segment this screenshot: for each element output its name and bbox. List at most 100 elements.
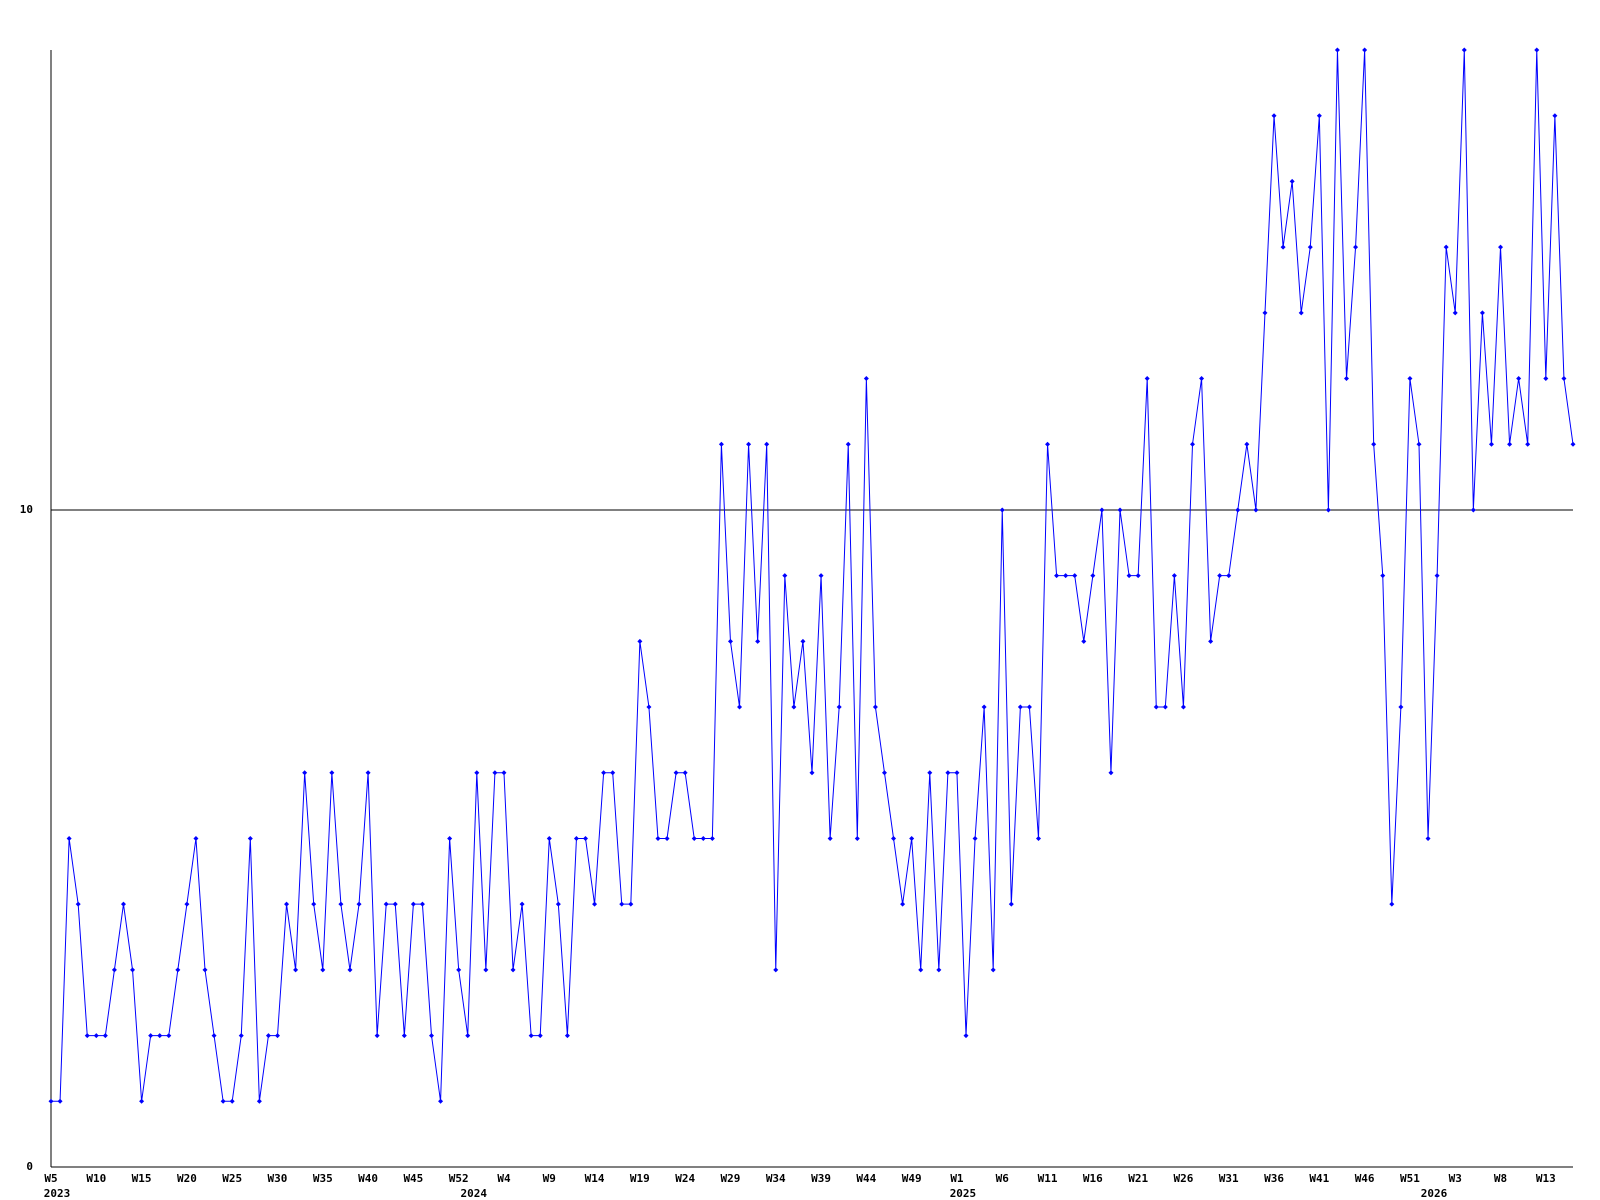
data-point <box>1389 901 1395 907</box>
data-point <box>311 901 317 907</box>
data-point <box>483 967 489 973</box>
data-point <box>166 1033 172 1039</box>
data-point <box>202 967 208 973</box>
data-point <box>429 1033 434 1039</box>
data-point <box>555 901 561 907</box>
data-point <box>1371 441 1377 447</box>
data-point <box>102 1033 108 1039</box>
x-tick-label: W14 <box>585 1172 605 1185</box>
data-point <box>999 507 1005 513</box>
data-point <box>1543 376 1549 382</box>
data-point <box>1398 704 1404 710</box>
data-point <box>1126 573 1132 579</box>
data-point <box>628 901 634 907</box>
data-point <box>1190 441 1195 447</box>
data-point <box>809 770 815 776</box>
data-point <box>1353 244 1359 250</box>
data-point <box>782 573 788 579</box>
data-point <box>57 1098 63 1104</box>
data-point <box>329 770 335 776</box>
data-point <box>519 901 525 907</box>
data-point <box>1253 507 1259 513</box>
data-point <box>1298 310 1304 316</box>
data-point <box>1135 573 1141 579</box>
data-point <box>474 770 480 776</box>
data-point <box>302 770 308 776</box>
data-point <box>655 835 661 841</box>
x-tick-label: W26 <box>1174 1172 1194 1185</box>
data-point <box>1280 244 1286 250</box>
data-point <box>1461 47 1467 53</box>
data-point <box>1235 507 1241 513</box>
data-point <box>836 704 842 710</box>
data-point <box>401 1033 407 1039</box>
x-tick-label: W21 <box>1128 1172 1148 1185</box>
x-tick-label: W40 <box>358 1172 378 1185</box>
data-point <box>1199 376 1205 382</box>
data-point <box>709 835 715 841</box>
data-point <box>1117 507 1123 513</box>
year-label: 2026 <box>1421 1187 1448 1200</box>
data-point <box>1045 441 1051 447</box>
data-point <box>465 1033 471 1039</box>
data-point <box>410 901 416 907</box>
data-point <box>682 770 688 776</box>
data-point <box>646 704 652 710</box>
x-tick-label: W51 <box>1400 1172 1420 1185</box>
data-point <box>1407 376 1413 382</box>
data-point <box>1498 244 1504 250</box>
x-tick-label: W19 <box>630 1172 650 1185</box>
data-point <box>1008 901 1014 907</box>
data-point <box>900 901 906 907</box>
data-point <box>66 835 72 841</box>
data-point <box>746 441 752 447</box>
data-point <box>1325 507 1331 513</box>
x-tick-label: W20 <box>177 1172 197 1185</box>
x-tick-label: W31 <box>1219 1172 1239 1185</box>
x-tick-label: W16 <box>1083 1172 1103 1185</box>
data-point <box>673 770 679 776</box>
data-point <box>737 704 743 710</box>
y-tick-label: 0 <box>26 1160 33 1173</box>
data-point <box>220 1098 226 1104</box>
x-tick-label: W35 <box>313 1172 333 1185</box>
data-point <box>1362 47 1368 53</box>
data-point <box>863 376 869 382</box>
data-point <box>438 1098 444 1104</box>
data-line <box>51 49 1574 1102</box>
data-point <box>773 967 779 973</box>
x-tick-label: W39 <box>811 1172 831 1185</box>
data-point <box>700 835 706 841</box>
data-point <box>447 835 453 841</box>
data-point <box>247 835 253 841</box>
data-point <box>1525 441 1531 447</box>
x-tick-label: W24 <box>675 1172 695 1185</box>
data-point <box>1479 310 1485 316</box>
data-point <box>537 1033 543 1039</box>
x-tick-label: W46 <box>1355 1172 1375 1185</box>
data-point <box>854 835 860 841</box>
data-point <box>845 441 851 447</box>
data-point <box>365 770 371 776</box>
data-point <box>664 835 670 841</box>
data-point <box>510 967 516 973</box>
data-point <box>990 967 996 973</box>
data-point <box>1017 704 1023 710</box>
x-tick-label: W34 <box>766 1172 786 1185</box>
data-point <box>1534 47 1540 53</box>
data-point <box>456 967 462 973</box>
data-point <box>1208 638 1214 644</box>
data-point <box>872 704 878 710</box>
data-point <box>193 835 199 841</box>
x-tick-label: W11 <box>1038 1172 1058 1185</box>
data-point <box>374 1033 380 1039</box>
data-point <box>211 1033 217 1039</box>
data-point <box>1171 573 1177 579</box>
data-point <box>320 967 326 973</box>
year-label: 2024 <box>460 1187 487 1200</box>
data-point <box>800 638 806 644</box>
data-point <box>1416 441 1422 447</box>
data-point <box>175 967 181 973</box>
x-tick-label: W15 <box>132 1172 152 1185</box>
data-point <box>1153 704 1159 710</box>
